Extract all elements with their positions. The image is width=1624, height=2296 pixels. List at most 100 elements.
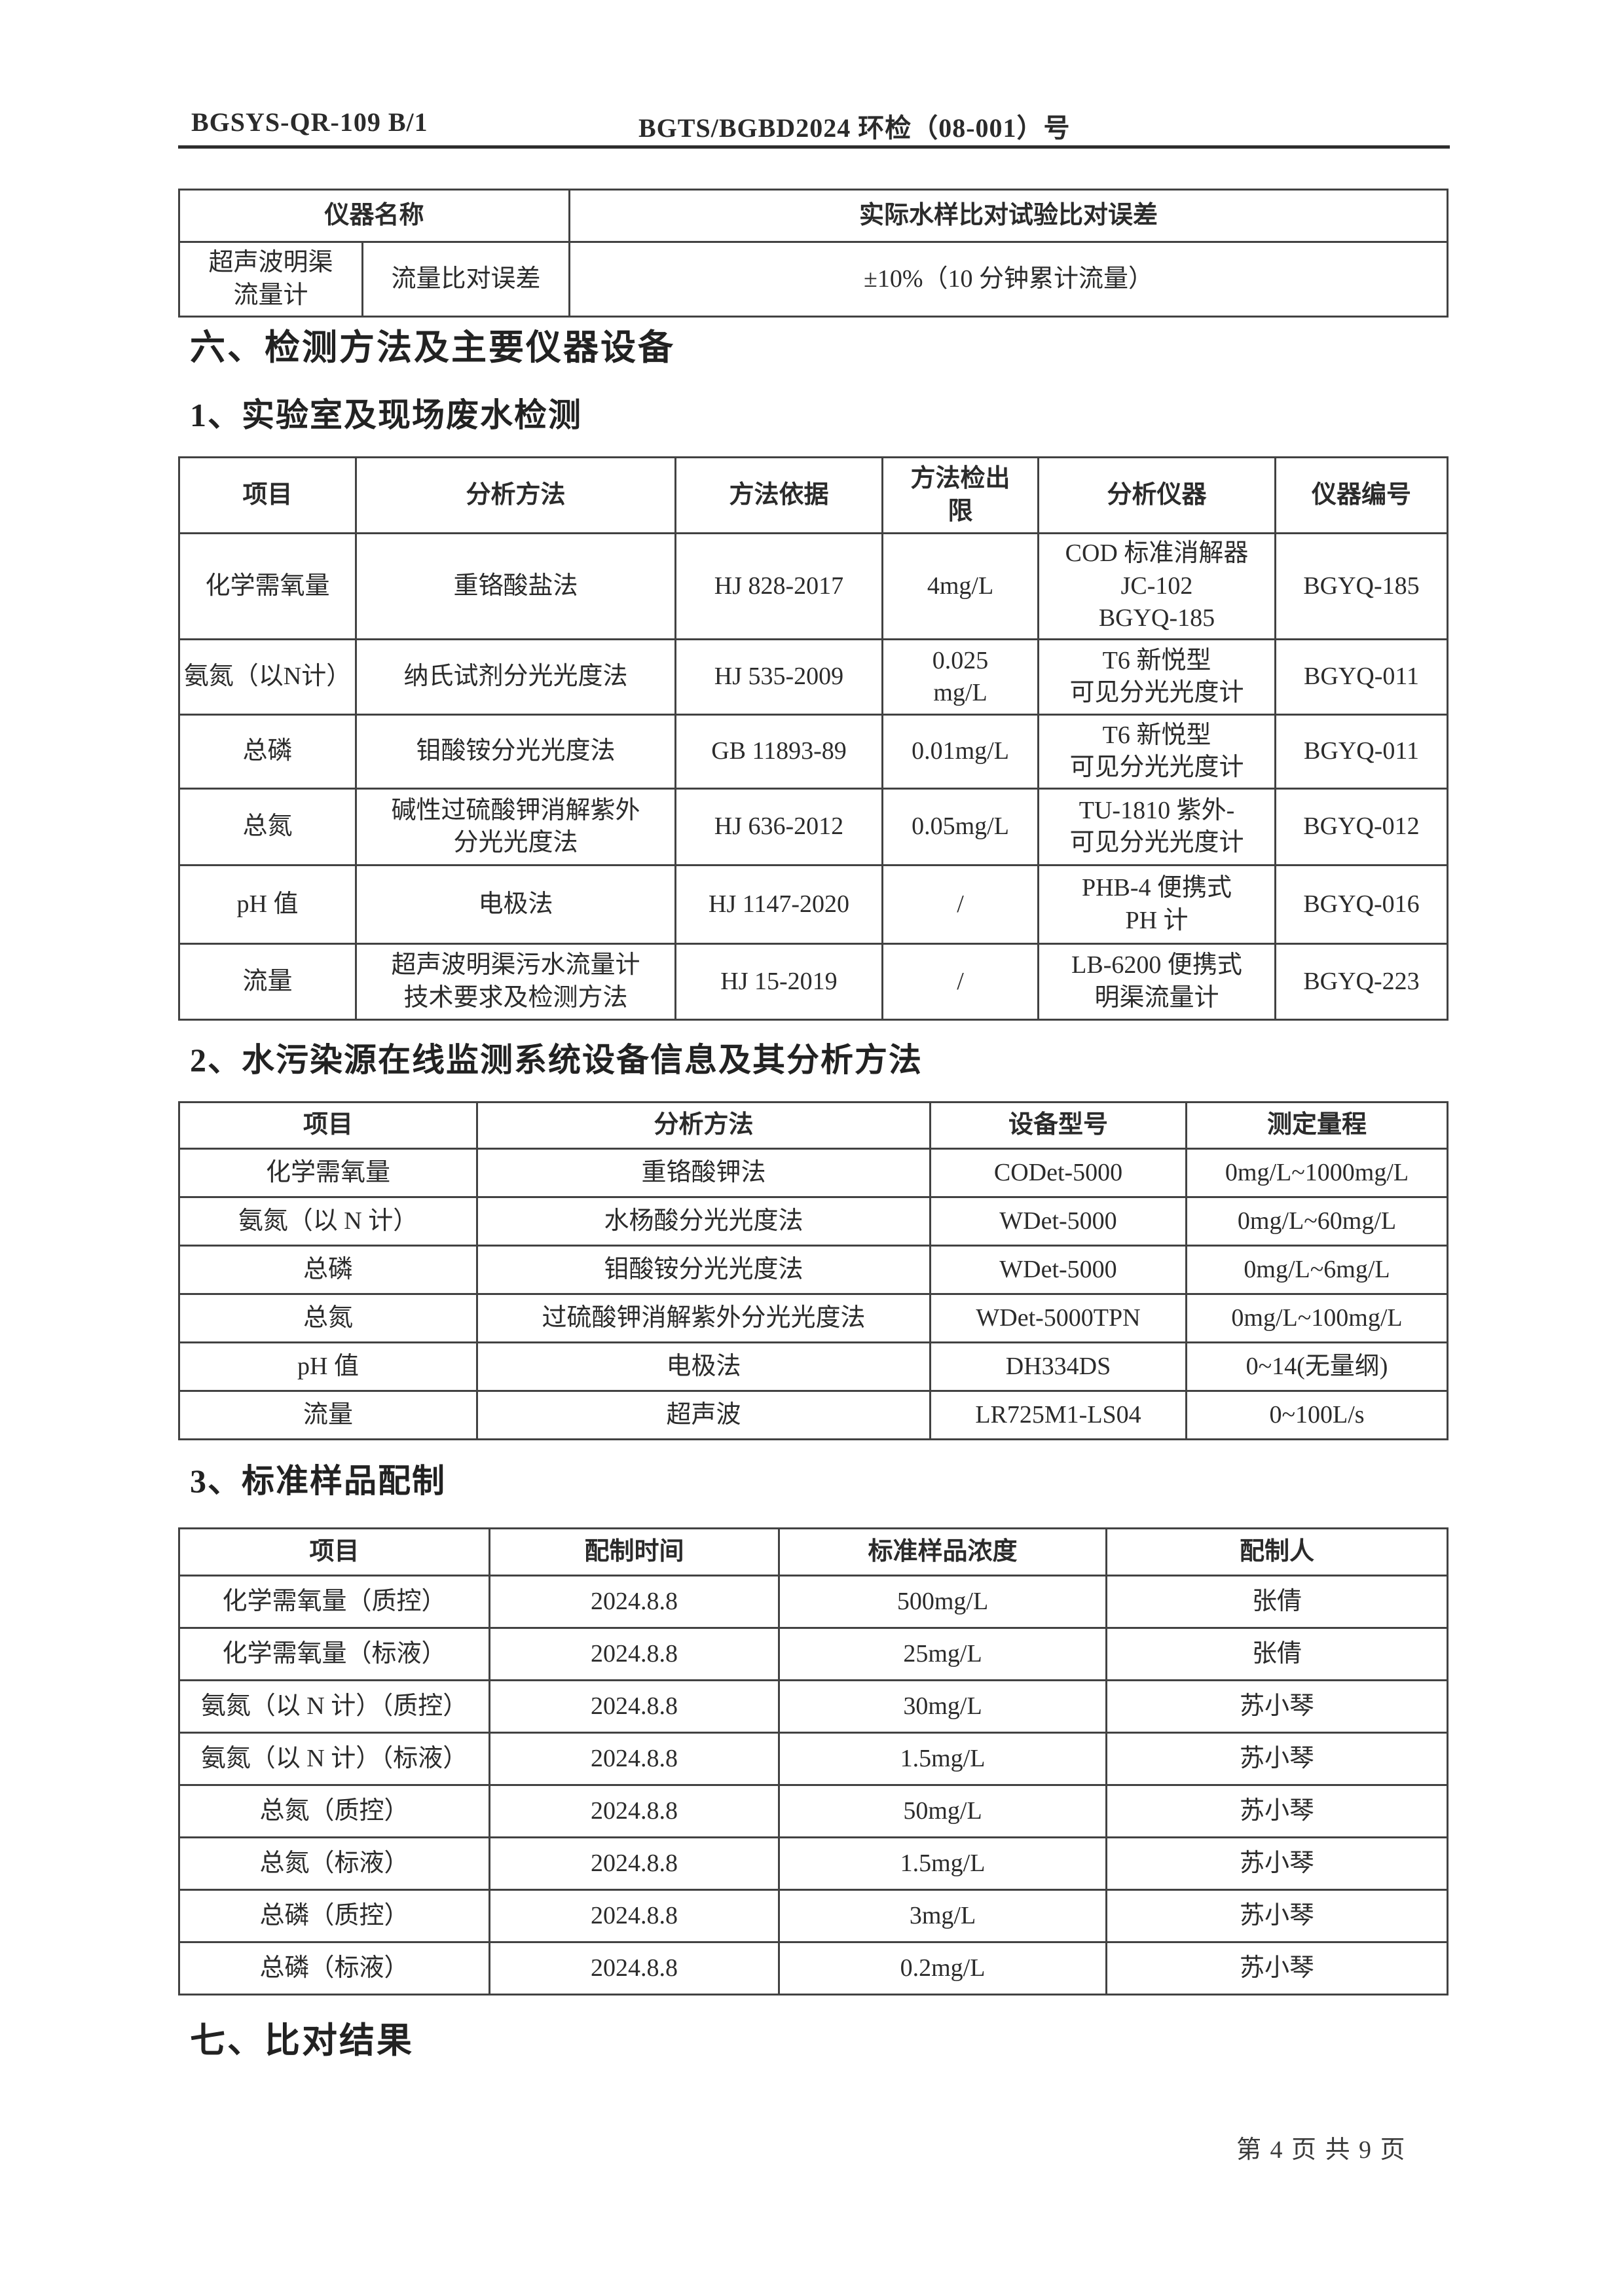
- table-cell: BGYQ-011: [1274, 714, 1449, 790]
- table-row: 氨氮（以N计） 纳氏试剂分光光度法 HJ 535-2009 0.025 mg/L…: [178, 638, 1449, 716]
- online-monitoring-table: 项目 分析方法 设备型号 测定量程 化学需氧量 重铬酸钾法 CODet-5000…: [178, 1101, 1449, 1440]
- table-row: 总氮 碱性过硫酸钾消解紫外 分光光度法 HJ 636-2012 0.05mg/L…: [178, 788, 1449, 866]
- table-cell: LB-6200 便携式 明渠流量计: [1037, 943, 1276, 1021]
- table-cell: 总磷（质控）: [178, 1889, 490, 1943]
- online-header-item: 项目: [178, 1101, 478, 1150]
- table-cell: 30mg/L: [778, 1679, 1107, 1734]
- table-cell: pH 值: [178, 864, 357, 945]
- online-header-model: 设备型号: [929, 1101, 1187, 1150]
- table-cell: 总磷: [178, 714, 357, 790]
- table-cell: 碱性过硫酸钾消解紫外 分光光度法: [355, 788, 676, 866]
- table-row: 氨氮（以 N 计）（质控） 2024.8.8 30mg/L 苏小琴: [178, 1679, 1449, 1734]
- table-cell: 总磷: [178, 1245, 478, 1295]
- table-cell: 重铬酸钾法: [476, 1148, 931, 1198]
- table-cell: 2024.8.8: [489, 1627, 780, 1681]
- table-row: 氨氮（以 N 计）（标液） 2024.8.8 1.5mg/L 苏小琴: [178, 1732, 1449, 1786]
- table-cell: 水杨酸分光光度法: [476, 1196, 931, 1247]
- table-cell: 苏小琴: [1105, 1784, 1449, 1838]
- table-row: 化学需氧量 重铬酸钾法 CODet-5000 0mg/L~1000mg/L: [178, 1148, 1449, 1198]
- table-cell: HJ 535-2009: [674, 638, 883, 716]
- table-cell: 0.01mg/L: [881, 714, 1039, 790]
- table-cell: BGYQ-011: [1274, 638, 1449, 716]
- table-row: pH 值 电极法 DH334DS 0~14(无量纲): [178, 1341, 1449, 1392]
- table-cell: 总氮（标液）: [178, 1836, 490, 1891]
- comparison-header-error: 实际水样比对试验比对误差: [568, 189, 1449, 243]
- table-cell: 电极法: [476, 1341, 931, 1392]
- table-cell: WDet-5000TPN: [929, 1293, 1187, 1343]
- table-cell: 1.5mg/L: [778, 1732, 1107, 1786]
- table-cell: 2024.8.8: [489, 1889, 780, 1943]
- table-cell: 流量比对误差: [361, 241, 571, 318]
- table-cell: COD 标准消解器 JC-102 BGYQ-185: [1037, 532, 1276, 640]
- table-cell: 流量: [178, 1390, 478, 1440]
- table-header-row: 项目 分析方法 设备型号 测定量程: [178, 1101, 1449, 1150]
- table-cell: 25mg/L: [778, 1627, 1107, 1681]
- standard-header-preparer: 配制人: [1105, 1527, 1449, 1576]
- table-cell: WDet-5000: [929, 1196, 1187, 1247]
- table-cell: 化学需氧量: [178, 532, 357, 640]
- table-cell: 流量: [178, 943, 357, 1021]
- table-cell: 0.025 mg/L: [881, 638, 1039, 716]
- table-cell: DH334DS: [929, 1341, 1187, 1392]
- table-row: 总氮 过硫酸钾消解紫外分光光度法 WDet-5000TPN 0mg/L~100m…: [178, 1293, 1449, 1343]
- table-cell: 2024.8.8: [489, 1575, 780, 1629]
- lab-header-item: 项目: [178, 456, 357, 534]
- table-cell: /: [881, 943, 1039, 1021]
- table-header-row: 项目 配制时间 标准样品浓度 配制人: [178, 1527, 1449, 1576]
- table-cell: 0~14(无量纲): [1185, 1341, 1449, 1392]
- table-cell: 2024.8.8: [489, 1679, 780, 1734]
- table-cell: 钼酸铵分光光度法: [476, 1245, 931, 1295]
- table-cell: 500mg/L: [778, 1575, 1107, 1629]
- table-cell: HJ 1147-2020: [674, 864, 883, 945]
- lab-header-instrument: 分析仪器: [1037, 456, 1276, 534]
- table-cell: 氨氮（以N计）: [178, 638, 357, 716]
- lab-header-instrument-no: 仪器编号: [1274, 456, 1449, 534]
- table-row: 化学需氧量（标液） 2024.8.8 25mg/L 张倩: [178, 1627, 1449, 1681]
- table-cell: 50mg/L: [778, 1784, 1107, 1838]
- table-cell: 过硫酸钾消解紫外分光光度法: [476, 1293, 931, 1343]
- table-cell: PHB-4 便携式 PH 计: [1037, 864, 1276, 945]
- table-cell: BGYQ-223: [1274, 943, 1449, 1021]
- page-number: 第 4 页 共 9 页: [1236, 2136, 1407, 2164]
- table-cell: 钼酸铵分光光度法: [355, 714, 676, 790]
- table-row: pH 值 电极法 HJ 1147-2020 / PHB-4 便携式 PH 计 B…: [178, 864, 1449, 945]
- lab-header-method: 分析方法: [355, 456, 676, 534]
- table-cell: 0mg/L~60mg/L: [1185, 1196, 1449, 1247]
- table-cell: 0.2mg/L: [778, 1941, 1107, 1995]
- standard-header-concentration: 标准样品浓度: [778, 1527, 1107, 1576]
- comparison-error-table: 仪器名称 实际水样比对试验比对误差 超声波明渠 流量计 流量比对误差 ±10%（…: [177, 189, 1449, 318]
- lab-detection-table: 项目 分析方法 方法依据 方法检出 限 分析仪器 仪器编号 化学需氧量 重铬酸盐…: [178, 456, 1449, 1021]
- table-cell: 苏小琴: [1105, 1836, 1449, 1891]
- table-cell: /: [881, 864, 1039, 945]
- table-header-row: 项目 分析方法 方法依据 方法检出 限 分析仪器 仪器编号: [178, 456, 1449, 534]
- online-header-method: 分析方法: [476, 1101, 931, 1150]
- table-cell: LR725M1-LS04: [929, 1390, 1187, 1440]
- table-cell: T6 新悦型 可见分光光度计: [1037, 638, 1276, 716]
- table-cell: 4mg/L: [881, 532, 1039, 640]
- table-cell: 总氮（质控）: [178, 1784, 490, 1838]
- table-row: 化学需氧量（质控） 2024.8.8 500mg/L 张倩: [178, 1575, 1449, 1629]
- table-cell: BGYQ-016: [1274, 864, 1449, 945]
- table-row: 总磷（标液） 2024.8.8 0.2mg/L 苏小琴: [178, 1941, 1449, 1995]
- table-cell: HJ 828-2017: [674, 532, 883, 640]
- report-code: BGTS/BGBD2024 环检（08-001）号: [638, 113, 1071, 143]
- table-cell: 总磷（标液）: [178, 1941, 490, 1995]
- table-row: 总磷 钼酸铵分光光度法 GB 11893-89 0.01mg/L T6 新悦型 …: [178, 714, 1449, 790]
- table-cell: 化学需氧量（质控）: [178, 1575, 490, 1629]
- table-cell: 苏小琴: [1105, 1679, 1449, 1734]
- table-row: 化学需氧量 重铬酸盐法 HJ 828-2017 4mg/L COD 标准消解器 …: [178, 532, 1449, 640]
- table-cell: 2024.8.8: [489, 1732, 780, 1786]
- table-cell: 重铬酸盐法: [355, 532, 676, 640]
- table-cell: 苏小琴: [1105, 1941, 1449, 1995]
- subsection-title-online-monitoring: 2、水污染源在线监测系统设备信息及其分析方法: [190, 1042, 923, 1078]
- table-row: 总氮（标液） 2024.8.8 1.5mg/L 苏小琴: [178, 1836, 1449, 1891]
- table-cell: 张倩: [1105, 1575, 1449, 1629]
- section-title-comparison-results: 七、比对结果: [190, 2021, 414, 2060]
- standard-header-time: 配制时间: [489, 1527, 780, 1576]
- standard-sample-table: 项目 配制时间 标准样品浓度 配制人 化学需氧量（质控） 2024.8.8 50…: [178, 1527, 1449, 1995]
- table-cell: 张倩: [1105, 1627, 1449, 1681]
- table-cell: WDet-5000: [929, 1245, 1187, 1295]
- form-code: BGSYS-QR-109 B/1: [191, 107, 428, 137]
- table-row: 总磷（质控） 2024.8.8 3mg/L 苏小琴: [178, 1889, 1449, 1943]
